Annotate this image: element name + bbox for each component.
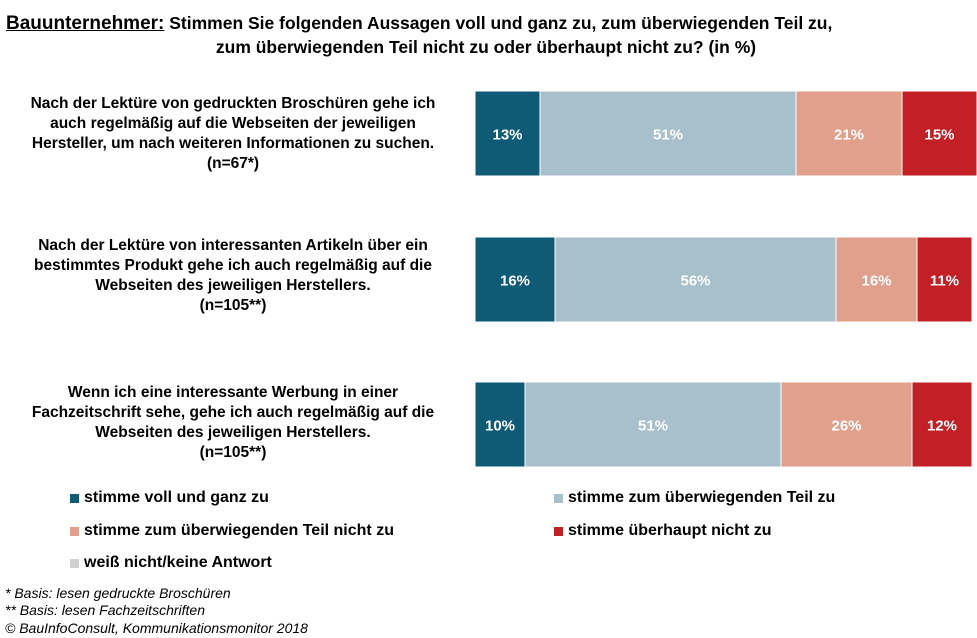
stacked-bar-chart: 13% 51% 21% 15% 16% 56% 16% 11% 10% 51% 26% 12% [474, 90, 977, 468]
bar-segment [539, 90, 797, 177]
data-label: 56% [680, 273, 710, 290]
bar-segment [911, 381, 973, 468]
title-line-1: Stimmen Sie folgenden Aussagen voll und … [169, 13, 833, 33]
category-label: Wenn ich eine interessante Werbung in ei… [0, 383, 466, 463]
bar-segment [916, 236, 973, 323]
bar-segment [474, 90, 541, 177]
legend-item: stimme zum überwiegenden Teil zu [554, 488, 835, 508]
data-label: 16% [500, 273, 530, 290]
footnote: * Basis: lesen gedruckte Broschüren [5, 585, 231, 601]
category-label-line: Nach der Lektüre von gedruckten Broschür… [30, 95, 436, 112]
data-label: 26% [831, 418, 861, 435]
footnote: ** Basis: lesen Fachzeitschriften [5, 602, 205, 618]
footnote: © BauInfoConsult, Kommunikationsmonitor … [5, 620, 308, 636]
bar-segment [795, 90, 903, 177]
legend-swatch [554, 526, 563, 536]
category-label-line: (n=67*) [206, 155, 260, 172]
data-label: 16% [861, 273, 891, 290]
data-label: 10% [485, 418, 515, 435]
category-label-line: Webseiten des jeweiligen Herstellers. [95, 277, 371, 294]
category-label-line: bestimmtes Produkt gehe ich auch regelmä… [34, 257, 432, 274]
category-label-line: Nach der Lektüre von interessanten Artik… [38, 237, 428, 254]
bar-segment [474, 236, 556, 323]
data-label: 13% [492, 127, 522, 144]
category-label: Nach der Lektüre von interessanten Artik… [0, 236, 466, 316]
chart-title: Bauunternehmer: Stimmen Sie folgenden Au… [6, 12, 966, 59]
legend-item: weiß nicht/keine Antwort [70, 553, 272, 573]
data-label: 51% [638, 418, 668, 435]
bar-segment [524, 381, 782, 468]
legend-label: stimme voll und ganz zu [84, 489, 269, 506]
legend-label: stimme zum überwiegenden Teil zu [568, 489, 836, 506]
category-label-line: (n=105**) [199, 297, 267, 314]
data-label: 21% [834, 127, 864, 144]
legend-swatch [70, 526, 79, 536]
legend-item: stimme zum überwiegenden Teil nicht zu [70, 521, 394, 541]
data-label: 11% [930, 273, 959, 290]
bar-segment [554, 236, 837, 323]
legend-item: stimme voll und ganz zu [70, 488, 269, 508]
category-label-line: auch regelmäßig auf die Webseiten der je… [50, 115, 416, 132]
legend-label: stimme zum überwiegenden Teil nicht zu [84, 522, 394, 539]
category-label: Nach der Lektüre von gedruckten Broschür… [0, 94, 466, 174]
bar-segment [835, 236, 918, 323]
bar-segment [901, 90, 977, 177]
title-line-2: zum überwiegenden Teil nicht zu oder übe… [215, 37, 757, 57]
category-label-line: Hersteller, um nach weiteren Information… [31, 135, 435, 152]
data-label: 15% [924, 127, 954, 144]
bar-segment [474, 381, 526, 468]
legend-label: weiß nicht/keine Antwort [84, 554, 272, 571]
title-lead: Bauunternehmer: [6, 13, 165, 34]
data-label: 51% [653, 127, 683, 144]
legend-item: stimme überhaupt nicht zu [554, 521, 772, 541]
category-label-line: (n=105**) [199, 444, 267, 461]
legend-swatch [70, 558, 79, 568]
legend-label: stimme überhaupt nicht zu [568, 522, 772, 539]
category-label-line: Fachzeitschrift sehe, gehe ich auch rege… [31, 404, 435, 421]
data-label: 12% [927, 418, 957, 435]
legend-swatch [70, 493, 79, 503]
bar-segment [780, 381, 913, 468]
category-label-line: Wenn ich eine interessante Werbung in ei… [67, 384, 399, 401]
legend-swatch [554, 493, 563, 503]
category-label-line: Webseiten des jeweiligen Herstellers. [95, 424, 371, 441]
